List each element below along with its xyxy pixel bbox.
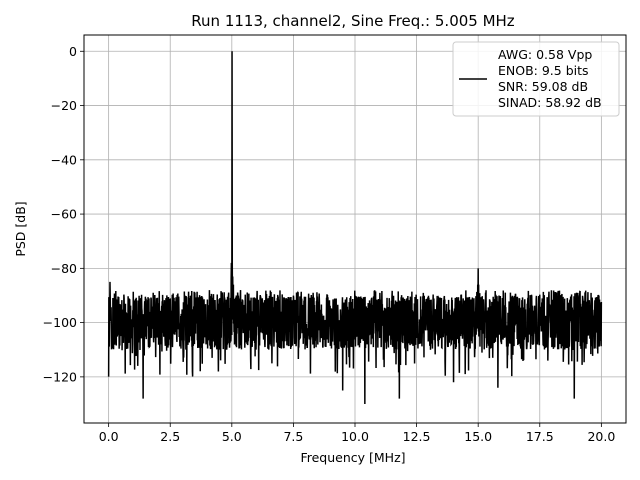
x-tick-label: 17.5: [526, 429, 554, 444]
y-tick-label: −20: [51, 98, 77, 113]
legend-line-awg: AWG: 0.58 Vpp: [498, 47, 592, 62]
y-tick-label: −120: [43, 369, 77, 384]
x-tick-label: 0.0: [99, 429, 119, 444]
x-axis-title: Frequency [MHz]: [300, 450, 405, 465]
y-tick-label: −80: [51, 261, 77, 276]
y-tick-label: −60: [51, 207, 77, 222]
y-tick-label: −100: [43, 315, 77, 330]
psd-series-line: [107, 51, 603, 405]
x-tick-label: 15.0: [464, 429, 492, 444]
legend-line-enob: ENOB: 9.5 bits: [498, 63, 589, 78]
x-tick-label: 20.0: [587, 429, 615, 444]
legend-box: [452, 41, 620, 117]
x-tick-label: 2.5: [160, 429, 180, 444]
legend-line-snr: SNR: 59.08 dB: [498, 79, 588, 94]
x-tick-label: 7.5: [283, 429, 303, 444]
y-axis: 0 −20 −40 −60 −80 −100 −120: [43, 44, 84, 384]
x-tick-label: 12.5: [403, 429, 431, 444]
grid-lines: [84, 35, 626, 423]
x-tick-label: 5.0: [222, 429, 242, 444]
legend-line-sinad: SINAD: 58.92 dB: [498, 95, 602, 110]
x-tick-label: 10.0: [341, 429, 369, 444]
plot-area: [107, 51, 603, 405]
x-axis: 0.0 2.5 5.0 7.5 10.0 12.5 15.0 17.5 20.0: [99, 423, 615, 444]
y-tick-label: 0: [69, 44, 77, 59]
chart-title: Run 1113, channel2, Sine Freq.: 5.005 MH…: [191, 12, 515, 30]
y-tick-label: −40: [51, 152, 77, 167]
y-axis-title: PSD [dB]: [13, 201, 28, 256]
legend: AWG: 0.58 Vpp ENOB: 9.5 bits SNR: 59.08 …: [452, 41, 620, 117]
